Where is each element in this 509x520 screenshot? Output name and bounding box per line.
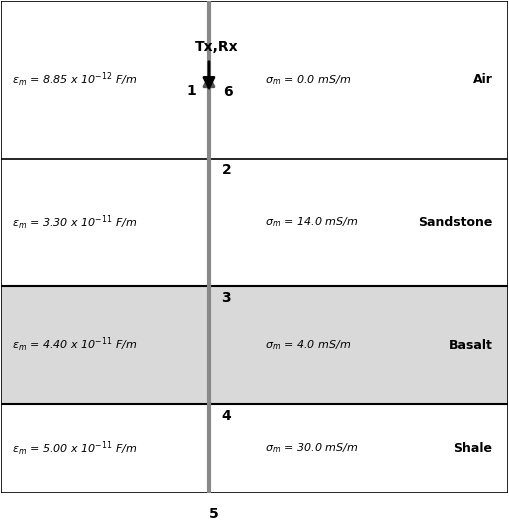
Text: $\varepsilon_m$ = 5.00 x 10$^{-11}$ F/m: $\varepsilon_m$ = 5.00 x 10$^{-11}$ F/m [12,439,137,458]
Text: Tx,Rx: Tx,Rx [195,40,238,54]
Text: 1: 1 [186,84,196,98]
Text: 4: 4 [221,409,232,423]
Text: $\varepsilon_m$ = 3.30 x 10$^{-11}$ F/m: $\varepsilon_m$ = 3.30 x 10$^{-11}$ F/m [12,213,137,231]
Bar [2,2,507,159]
Text: $\sigma_m$ = 4.0 mS/m: $\sigma_m$ = 4.0 mS/m [265,339,351,352]
Text: Sandstone: Sandstone [418,216,492,229]
Text: $\sigma_m$ = 14.0 mS/m: $\sigma_m$ = 14.0 mS/m [265,215,358,229]
Text: 5: 5 [209,508,219,520]
Text: $\varepsilon_m$ = 4.40 x 10$^{-11}$ F/m: $\varepsilon_m$ = 4.40 x 10$^{-11}$ F/m [12,336,137,355]
Text: 3: 3 [221,291,231,305]
Bar [2,287,507,404]
Text: $\varepsilon_m$ = 8.85 x 10$^{-12}$ F/m: $\varepsilon_m$ = 8.85 x 10$^{-12}$ F/m [12,71,137,89]
Bar [2,159,507,287]
Text: Air: Air [472,73,492,86]
Bar [2,404,507,492]
Text: 2: 2 [221,163,232,177]
Text: $\sigma_m$ = 0.0 mS/m: $\sigma_m$ = 0.0 mS/m [265,73,351,87]
Text: $\sigma_m$ = 30.0 mS/m: $\sigma_m$ = 30.0 mS/m [265,441,358,456]
Text: Basalt: Basalt [448,339,492,352]
Text: 6: 6 [223,85,233,99]
Text: Shale: Shale [454,442,492,455]
